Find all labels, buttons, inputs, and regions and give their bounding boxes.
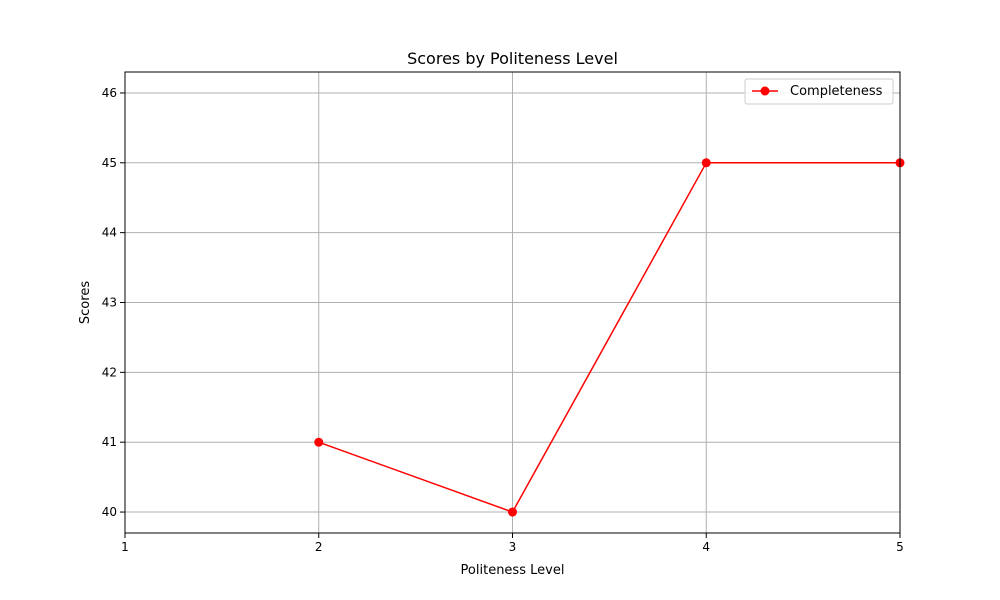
y-tick-label-41: 41 xyxy=(102,435,117,449)
y-tick-label-40: 40 xyxy=(102,505,117,519)
x-tick-label-3: 3 xyxy=(509,540,517,554)
data-point-completeness-4 xyxy=(701,158,711,168)
legend-box xyxy=(744,78,894,105)
data-point-completeness-3 xyxy=(508,507,517,517)
y-axis-label: Scores xyxy=(78,281,93,324)
y-tick-label-43: 43 xyxy=(102,296,117,310)
series-line-completeness xyxy=(318,162,900,513)
data-point-completeness-2 xyxy=(314,437,324,447)
y-tick-label-44: 44 xyxy=(102,226,117,240)
x-tick-label-1: 1 xyxy=(121,540,129,554)
legend: Completeness xyxy=(744,78,894,105)
legend-marker-swatch xyxy=(760,86,770,96)
y-tick-label-42: 42 xyxy=(102,365,117,379)
x-tick-label-4: 4 xyxy=(702,540,710,554)
y-tick-label-46: 46 xyxy=(102,86,117,100)
chart-title: Scores by Politeness Level xyxy=(407,49,618,68)
series-group xyxy=(314,158,905,517)
y-tick-label-45: 45 xyxy=(102,156,117,170)
x-tick-label-5: 5 xyxy=(896,540,904,554)
legend-entry-completeness: Completeness xyxy=(790,84,883,99)
x-tick-label-2: 2 xyxy=(315,540,323,554)
x-axis-label: Politeness Level xyxy=(461,563,565,578)
